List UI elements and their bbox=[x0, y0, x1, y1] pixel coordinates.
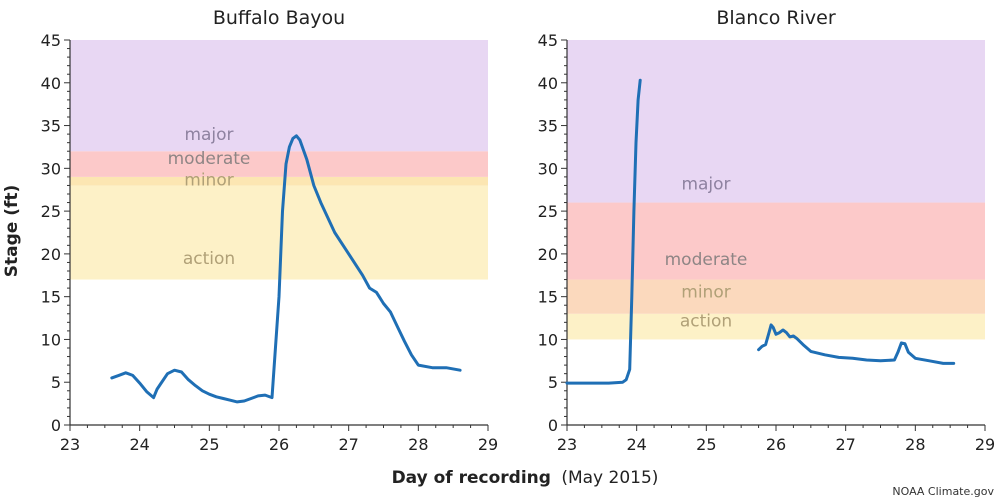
x-tick-label: 26 bbox=[766, 435, 786, 454]
band-label-minor: minor bbox=[681, 283, 730, 303]
x-tick-label: 24 bbox=[129, 435, 149, 454]
x-axis-label-unit: (May 2015) bbox=[561, 468, 658, 488]
x-axis-label: Day of recording (May 2015) bbox=[392, 468, 659, 488]
band-major bbox=[567, 40, 985, 203]
y-axis-label: Stage (ft) bbox=[2, 185, 22, 278]
band-minor bbox=[70, 176, 488, 186]
band-label-moderate: moderate bbox=[665, 250, 748, 270]
x-tick-label: 27 bbox=[338, 435, 358, 454]
x-tick-label: 24 bbox=[626, 435, 646, 454]
x-tick-label: 29 bbox=[478, 435, 498, 454]
y-tick-label: 10 bbox=[538, 330, 558, 349]
y-tick-label: 25 bbox=[41, 202, 61, 221]
chart-panel-blanco-river: Blanco River action minor moderate major 0 5 1… bbox=[538, 7, 996, 454]
band-label-major: major bbox=[184, 125, 233, 145]
x-tick-label: 27 bbox=[835, 435, 855, 454]
y-tick-label: 45 bbox=[41, 31, 61, 50]
y-tick-label: 20 bbox=[41, 245, 61, 264]
y-tick-label: 35 bbox=[41, 117, 61, 136]
y-tick-label: 40 bbox=[538, 74, 558, 93]
chart-title: Blanco River bbox=[716, 7, 836, 29]
y-tick-label: 40 bbox=[41, 74, 61, 93]
y-tick-label: 5 bbox=[51, 373, 61, 392]
band-label-minor: minor bbox=[184, 170, 233, 190]
y-tick-label: 20 bbox=[538, 245, 558, 264]
x-tick-label: 26 bbox=[269, 435, 289, 454]
x-axis-label-bold: Day of recording bbox=[392, 468, 551, 488]
stage-line-segment-1 bbox=[110, 134, 462, 404]
x-tick-label: 23 bbox=[557, 435, 577, 454]
band-moderate bbox=[567, 202, 985, 280]
x-tick-label: 28 bbox=[408, 435, 428, 454]
x-tick-label: 23 bbox=[60, 435, 80, 454]
y-tick-label: 30 bbox=[41, 159, 61, 178]
y-tick-label: 0 bbox=[548, 416, 558, 435]
chart-title: Buffalo Bayou bbox=[213, 7, 345, 29]
band-moderate bbox=[70, 151, 488, 177]
band-label-action: action bbox=[183, 249, 235, 269]
stage-line-segment-1 bbox=[565, 78, 642, 385]
y-tick-label: 25 bbox=[538, 202, 558, 221]
y-tick-label: 10 bbox=[41, 330, 61, 349]
y-tick-label: 35 bbox=[538, 117, 558, 136]
band-minor bbox=[567, 279, 985, 314]
band-label-action: action bbox=[680, 312, 732, 332]
y-tick-label: 15 bbox=[41, 288, 61, 307]
y-tick-label: 15 bbox=[538, 288, 558, 307]
band-label-major: major bbox=[681, 175, 730, 195]
y-tick-label: 30 bbox=[538, 159, 558, 178]
stage-line-segment-2 bbox=[757, 323, 956, 365]
credit-text: NOAA Climate.gov bbox=[892, 485, 994, 498]
band-major bbox=[70, 40, 488, 152]
x-tick-label: 29 bbox=[975, 435, 995, 454]
x-tick-label: 28 bbox=[905, 435, 925, 454]
y-tick-label: 45 bbox=[538, 31, 558, 50]
band-label-moderate: moderate bbox=[168, 149, 251, 169]
y-tick-label: 0 bbox=[51, 416, 61, 435]
x-tick-label: 25 bbox=[199, 435, 219, 454]
x-tick-label: 25 bbox=[696, 435, 716, 454]
y-tick-label: 5 bbox=[548, 373, 558, 392]
